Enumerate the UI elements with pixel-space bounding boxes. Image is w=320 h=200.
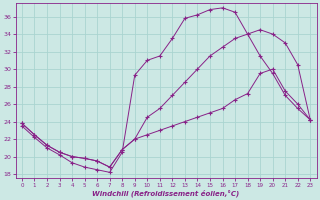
X-axis label: Windchill (Refroidissement éolien,°C): Windchill (Refroidissement éolien,°C) [92,189,240,197]
